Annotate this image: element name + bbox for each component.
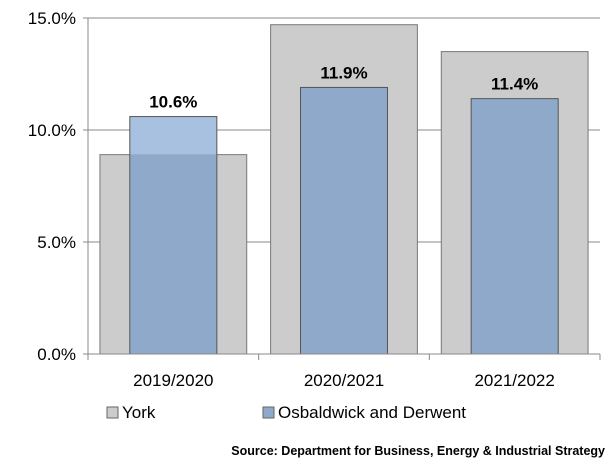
y-tick-labels: 0.0% 5.0% 10.0% 15.0% — [28, 9, 76, 364]
y-tick-label: 15.0% — [28, 9, 76, 28]
legend-swatch-york — [106, 406, 119, 419]
legend-swatch-osbaldwick-derwent — [262, 406, 275, 419]
bar-osbaldwick-derwent — [299, 86, 389, 355]
legend-label-york: York — [122, 403, 156, 422]
axes — [83, 17, 601, 360]
bar-osbaldwick-derwent-top — [129, 116, 217, 155]
osbaldwick-derwent-bars — [129, 86, 559, 355]
data-label: 11.4% — [491, 75, 538, 94]
x-tick-label: 2020/2021 — [304, 371, 384, 390]
y-tick-label: 5.0% — [37, 233, 76, 252]
legend-label-osbaldwick-derwent: Osbaldwick and Derwent — [278, 403, 466, 422]
source-note: Source: Department for Business, Energy … — [231, 444, 605, 458]
data-label: 11.9% — [320, 63, 367, 82]
bar-osbaldwick-derwent — [470, 98, 559, 355]
legend: York Osbaldwick and Derwent — [106, 403, 466, 422]
y-tick-label: 10.0% — [28, 121, 76, 140]
bar-osbaldwick-derwent-base — [129, 154, 217, 354]
x-tick-label: 2019/2020 — [133, 371, 213, 390]
x-tick-label: 2021/2022 — [474, 371, 554, 390]
data-label: 10.6% — [149, 93, 197, 112]
x-tick-labels: 2019/2020 2020/2021 2021/2022 — [133, 371, 555, 390]
data-labels: 10.6% 11.9% 11.4% — [149, 63, 538, 111]
y-tick-label: 0.0% — [37, 345, 76, 364]
